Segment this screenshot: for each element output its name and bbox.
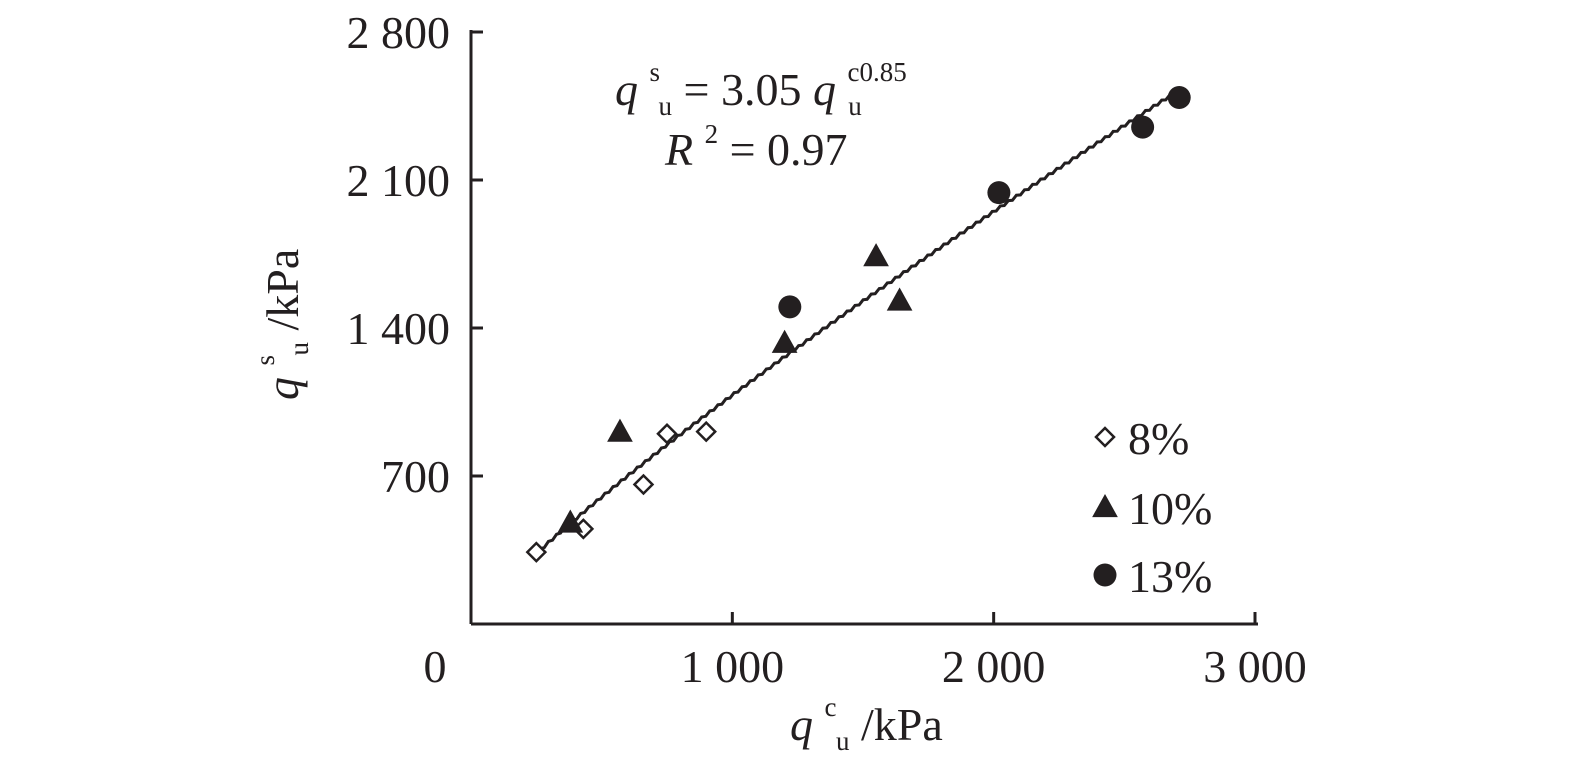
x-axis-title: q c u /kPa <box>790 675 943 760</box>
fit-curve <box>535 88 1182 556</box>
x-tick-label: 0 <box>424 641 447 692</box>
equation-lhs-superscript: s <box>650 57 661 87</box>
data-point <box>632 473 655 496</box>
data-point <box>557 509 584 533</box>
data-point <box>886 287 913 311</box>
y-tick-label: 700 <box>381 451 450 502</box>
r-squared-value: = 0.97 <box>730 124 848 175</box>
equation-rhs-subscript: u <box>848 91 862 121</box>
data-point <box>771 329 798 353</box>
r-squared-superscript: 2 <box>705 119 719 149</box>
equation-lhs-subscript: u <box>659 91 673 121</box>
data-point <box>607 418 633 442</box>
x-tick-label: 2 000 <box>942 641 1046 692</box>
y-tick-label: 1 400 <box>347 303 451 354</box>
x-axis-title-subscript: u <box>836 726 850 756</box>
legend-marker <box>1093 563 1117 587</box>
y-axis-title-superscript: s <box>250 355 280 366</box>
data-point <box>1167 86 1191 110</box>
legend-label: 13% <box>1128 551 1212 602</box>
ticks: 0 1 000 2 000 3 000 700 1 400 2 100 2 800 <box>347 7 1307 692</box>
equation-rhs-superscript: c0.85 <box>847 57 906 87</box>
data-point <box>1131 115 1155 139</box>
r-squared-symbol: R <box>664 124 693 175</box>
data-point <box>778 295 802 319</box>
equation-coefficient: = 3.05 <box>684 64 802 115</box>
legend-label: 8% <box>1128 413 1189 464</box>
data-point <box>525 541 548 563</box>
y-tick-label: 2 800 <box>347 7 451 58</box>
legend-label: 10% <box>1128 483 1212 534</box>
legend: 8% 10% 13% <box>1092 413 1212 602</box>
legend-marker <box>1092 493 1118 518</box>
equation-lhs-symbol: q <box>615 64 638 115</box>
data-point <box>987 181 1011 205</box>
data-point <box>695 420 717 443</box>
y-axis-title-unit: /kPa <box>257 249 308 331</box>
x-tick-label: 1 000 <box>681 641 785 692</box>
fit-curve-group <box>535 88 1182 556</box>
data-points <box>525 86 1191 563</box>
legend-marker <box>1094 426 1116 448</box>
x-axis-title-unit: /kPa <box>861 699 943 750</box>
fit-equation: q s u = 3.05 q c0.85 u <box>615 40 918 125</box>
data-point <box>656 422 678 445</box>
r-squared: R 2 = 0.97 <box>664 102 848 175</box>
x-axis-title-symbol: q <box>790 699 813 750</box>
y-axis-title-subscript: u <box>284 341 314 355</box>
y-tick-label: 2 100 <box>347 155 451 206</box>
x-axis-title-superscript: c <box>825 692 837 722</box>
equation-rhs-symbol: q <box>813 64 836 115</box>
x-tick-label: 3 000 <box>1203 641 1307 692</box>
y-axis-title: q s u /kPa <box>233 249 318 400</box>
data-point <box>863 243 889 267</box>
y-axis-title-symbol: q <box>257 377 308 400</box>
